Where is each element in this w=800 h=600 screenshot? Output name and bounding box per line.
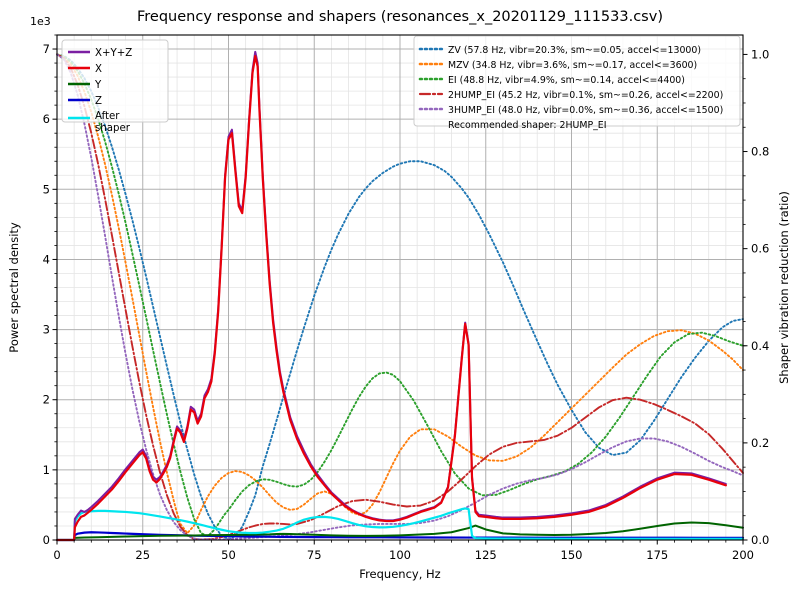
- y-tick-label-right: 0.8: [751, 145, 769, 159]
- chart-title: Frequency response and shapers (resonanc…: [137, 9, 663, 25]
- x-tick-label: 25: [135, 548, 150, 562]
- y-tick-label-left: 3: [43, 323, 50, 337]
- series-line-3hump-ei: [56, 53, 744, 541]
- y-tick-label-right: 1.0: [751, 47, 769, 61]
- y-axis-label-right: Shaper vibration reduction (ratio): [777, 191, 791, 384]
- legend-label-x: X: [95, 64, 102, 75]
- legend-psd-box: [61, 39, 169, 123]
- shaper-curve-3hump_ei: [56, 53, 744, 541]
- psd-curve-after-shaper: [55, 507, 745, 542]
- y-tick-label-left: 6: [43, 112, 50, 126]
- shaper-curve-mzv: [56, 53, 744, 535]
- y-axis-offset: 1e3: [30, 15, 51, 28]
- series-line-y: [56, 521, 744, 541]
- x-tick-label: 150: [561, 548, 583, 562]
- legend-label-after-shaper-line2: shaper: [95, 123, 131, 134]
- legend-label-zv: ZV (57.8 Hz, vibr=20.3%, sm~=0.05, accel…: [448, 45, 701, 56]
- x-tick-label: 50: [221, 548, 236, 562]
- series-line-zv: [56, 53, 744, 540]
- x-tick-label: 175: [646, 548, 668, 562]
- y-axis-label-left: Power spectral density: [7, 222, 21, 353]
- y-tick-label-right: 0.2: [751, 436, 769, 450]
- psd-curve-x: [55, 54, 727, 542]
- series-line-ei: [56, 53, 744, 538]
- chart-title: Frequency response and shapers (resonanc…: [137, 9, 663, 25]
- x-axis-label: Frequency, Hz: [359, 567, 440, 581]
- shaper-curve-ei: [56, 53, 744, 538]
- legend-shapers[interactable]: ZV (57.8 Hz, vibr=20.3%, sm~=0.05, accel…: [413, 35, 741, 131]
- x-axis-ticks: 0 25 50 75 100 125 150 175 200: [53, 540, 754, 562]
- y-tick-label-left: 7: [43, 42, 50, 56]
- y-axis-offset-text: 1e3: [30, 15, 51, 28]
- x-tick-label: 125: [475, 548, 497, 562]
- legend-label-ei: EI (48.8 Hz, vibr=4.9%, sm~=0.14, accel<…: [448, 75, 685, 86]
- x-tick-label: 0: [53, 548, 60, 562]
- x-axis-label: Frequency, Hz: [359, 567, 440, 581]
- x-tick-label: 100: [389, 548, 411, 562]
- legend-label-3hump_ei: 3HUMP_EI (48.0 Hz, vibr=0.0%, sm~=0.36, …: [448, 105, 723, 116]
- legend-label-mzv: MZV (34.8 Hz, vibr=3.6%, sm~=0.17, accel…: [448, 60, 697, 71]
- y-axis-label-left: Power spectral density: [7, 222, 21, 353]
- legend-label-2hump_ei: 2HUMP_EI (45.2 Hz, vibr=0.1%, sm~=0.26, …: [448, 90, 723, 101]
- y-tick-label-left: 5: [43, 182, 50, 196]
- y-axis-label-right: Shaper vibration reduction (ratio): [777, 191, 791, 384]
- x-tick-label: 75: [307, 548, 322, 562]
- legend-label-after-shaper: After: [95, 111, 120, 122]
- y-tick-label-left: 0: [43, 533, 50, 547]
- y-tick-label-right: 0.0: [751, 533, 769, 547]
- y-tick-label-left: 1: [43, 463, 50, 477]
- legend-label-x-y-z: X+Y+Z: [95, 48, 132, 59]
- legend-label-z: Z: [95, 96, 102, 107]
- series-line-mzv: [56, 53, 744, 535]
- psd-curve-y: [56, 521, 744, 541]
- y-tick-label-right: 0.4: [751, 339, 769, 353]
- x-tick-label: 200: [732, 548, 754, 562]
- legend-recommended-shaper: Recommended shaper: 2HUMP_EI: [448, 120, 607, 131]
- y-tick-label-left: 2: [43, 393, 50, 407]
- series-line-x: [55, 54, 727, 542]
- series-line-after-shaper: [55, 507, 745, 542]
- shaper-curve-zv: [56, 53, 744, 540]
- y-tick-label-right: 0.6: [751, 242, 769, 256]
- legend-label-y: Y: [94, 80, 102, 91]
- y-tick-label-left: 4: [43, 252, 50, 266]
- y-axis-left-ticks: 0 1 2 3 4 5 6 7: [43, 34, 57, 547]
- y-axis-right-ticks: 0.0 0.2 0.4 0.6 0.8 1.0: [743, 47, 769, 547]
- legend-shapers-box: [413, 35, 741, 127]
